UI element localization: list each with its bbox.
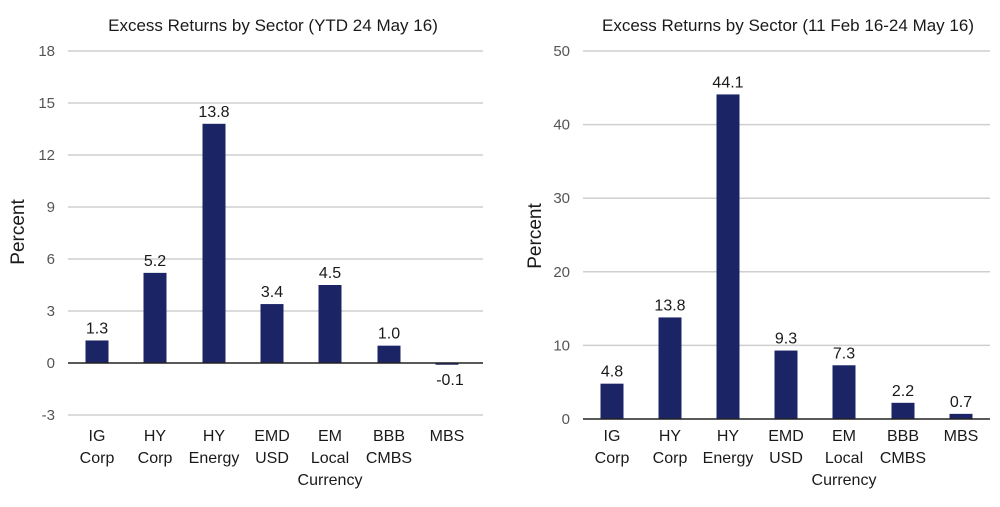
- y-tick-label: 15: [38, 95, 55, 112]
- y-tick-label: 40: [553, 117, 570, 134]
- data-label: 13.8: [198, 104, 229, 121]
- category-label: HY Corp: [653, 428, 688, 467]
- category-label: MBS: [944, 428, 979, 445]
- data-label: 5.2: [144, 253, 166, 270]
- bar: [716, 94, 740, 419]
- category-label: MBS: [430, 428, 465, 445]
- y-axis-label: Percent: [8, 199, 29, 265]
- category-label: BBB CMBS: [366, 428, 412, 467]
- data-label: 44.1: [712, 74, 743, 91]
- data-label: 0.7: [950, 394, 972, 411]
- bar: [949, 413, 973, 419]
- category-label: IG Corp: [80, 428, 115, 467]
- bar: [202, 123, 226, 363]
- y-tick-label: 9: [47, 199, 55, 216]
- y-tick-label: 0: [47, 355, 55, 372]
- data-label: 4.5: [319, 265, 341, 282]
- data-label: 7.3: [833, 345, 855, 362]
- y-tick-label: 3: [47, 303, 55, 320]
- category-label: EM Local Currency: [298, 428, 363, 489]
- category-label: HY Corp: [138, 428, 173, 467]
- data-label: 1.0: [378, 326, 400, 343]
- bar: [435, 363, 459, 365]
- y-tick-label: -3: [42, 407, 55, 424]
- bar: [832, 365, 856, 419]
- chart-ytd: Excess Returns by Sector (YTD 24 May 16)…: [8, 16, 483, 489]
- bar: [377, 345, 401, 363]
- bar: [891, 402, 915, 419]
- category-label: EM Local Currency: [812, 428, 877, 489]
- data-label: -0.1: [436, 372, 464, 389]
- y-tick-label: 12: [38, 147, 55, 164]
- y-tick-label: 18: [38, 43, 55, 60]
- category-label: HY Energy: [189, 428, 240, 467]
- y-tick-label: 10: [553, 337, 570, 354]
- data-label: 4.8: [601, 364, 623, 381]
- data-label: 1.3: [86, 320, 108, 337]
- bar: [143, 272, 167, 363]
- chart-feb-may: Excess Returns by Sector (11 Feb 16-24 M…: [525, 16, 990, 489]
- category-label: EMD USD: [768, 428, 804, 467]
- data-label: 3.4: [261, 284, 283, 301]
- data-label: 13.8: [654, 297, 685, 314]
- y-tick-label: 50: [553, 43, 570, 60]
- category-label: BBB CMBS: [880, 428, 926, 467]
- y-axis-label: Percent: [525, 203, 546, 269]
- data-label: 2.2: [892, 383, 914, 400]
- category-label: IG Corp: [595, 428, 630, 467]
- bar: [85, 340, 109, 363]
- chart-title: Excess Returns by Sector (11 Feb 16-24 M…: [602, 16, 974, 35]
- y-tick-label: 30: [553, 190, 570, 207]
- y-tick-label: 0: [562, 411, 570, 428]
- category-label: EMD USD: [254, 428, 290, 467]
- y-tick-label: 20: [553, 264, 570, 281]
- bar: [658, 317, 682, 419]
- chart-title: Excess Returns by Sector (YTD 24 May 16): [108, 16, 438, 35]
- bar: [260, 304, 284, 363]
- y-tick-label: 6: [47, 251, 55, 268]
- data-label: 9.3: [775, 331, 797, 348]
- bar: [600, 383, 624, 419]
- bar: [318, 285, 342, 363]
- bar: [774, 350, 798, 419]
- category-label: HY Energy: [703, 428, 754, 467]
